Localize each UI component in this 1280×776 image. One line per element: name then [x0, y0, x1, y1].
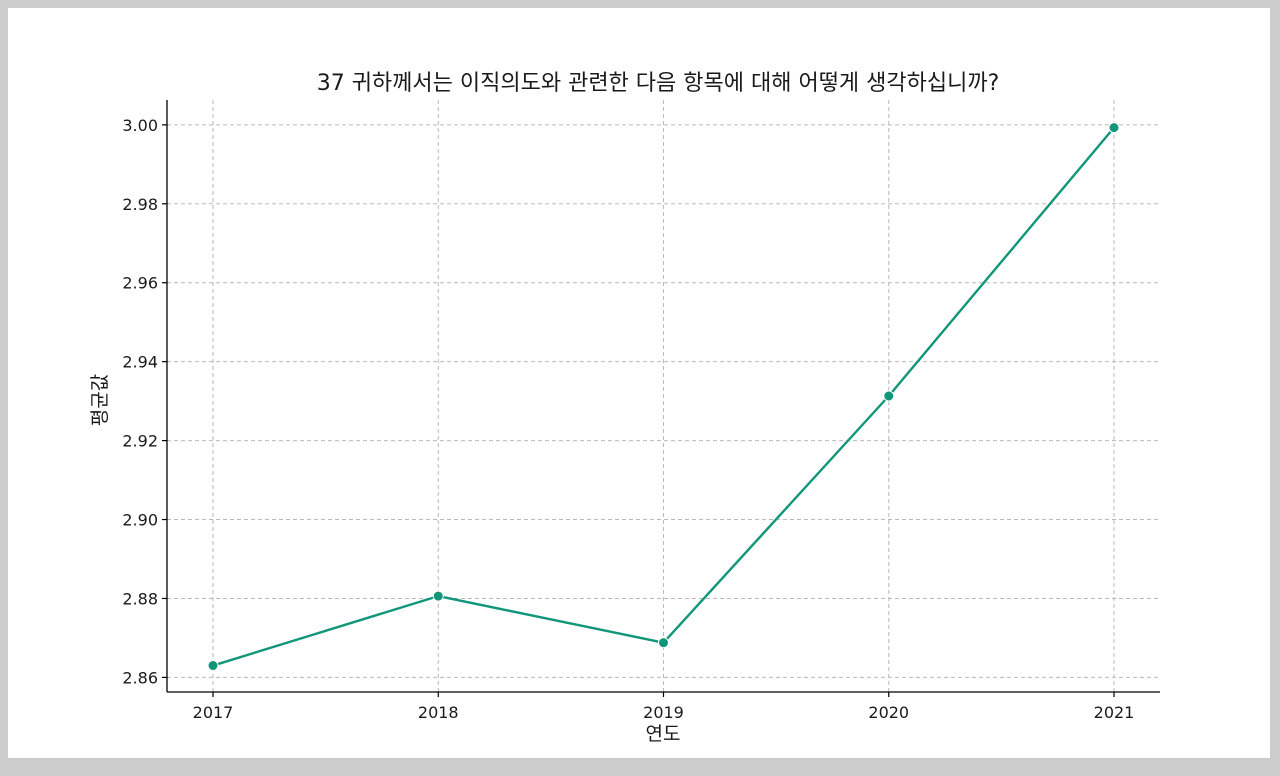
- chart-title: 37 귀하께서는 이직의도와 관련한 다음 항목에 대해 어떻게 생각하십니까?: [317, 71, 1000, 96]
- x-tick-label: 2019: [643, 703, 684, 722]
- data-point: [1108, 122, 1120, 134]
- y-tick-label: 2.94: [122, 353, 158, 372]
- data-point: [432, 590, 444, 602]
- y-tick-label: 2.98: [122, 195, 158, 214]
- grid-layer: [167, 100, 1160, 692]
- y-axis-label: 평균값: [89, 374, 111, 426]
- data-point: [207, 660, 219, 672]
- y-tick-label: 2.90: [122, 511, 158, 530]
- axes: 2.86 2.88 2.90 2.92 2.94 2.96 2.98 3.00 2017 2018…: [122, 100, 1160, 722]
- series-layer: [207, 122, 1120, 672]
- data-point: [883, 390, 895, 402]
- x-tick-label: 2017: [193, 703, 234, 722]
- y-tick-label: 2.92: [122, 432, 158, 451]
- chart-panel: 2.86 2.88 2.90 2.92 2.94 2.96 2.98 3.00 2017 2018…: [8, 8, 1270, 758]
- line-chart: 2.86 2.88 2.90 2.92 2.94 2.96 2.98 3.00 2017 2018…: [89, 71, 1160, 745]
- data-point: [658, 637, 669, 649]
- x-tick-label: 2021: [1094, 703, 1135, 722]
- y-tick-label: 2.88: [122, 589, 158, 608]
- x-tick-label: 2020: [868, 703, 909, 722]
- y-tick-label: 2.86: [122, 668, 158, 687]
- x-tick-label: 2018: [418, 703, 459, 722]
- x-axis-label: 연도: [646, 723, 681, 745]
- y-tick-label: 2.96: [122, 274, 158, 293]
- y-tick-label: 3.00: [122, 116, 158, 135]
